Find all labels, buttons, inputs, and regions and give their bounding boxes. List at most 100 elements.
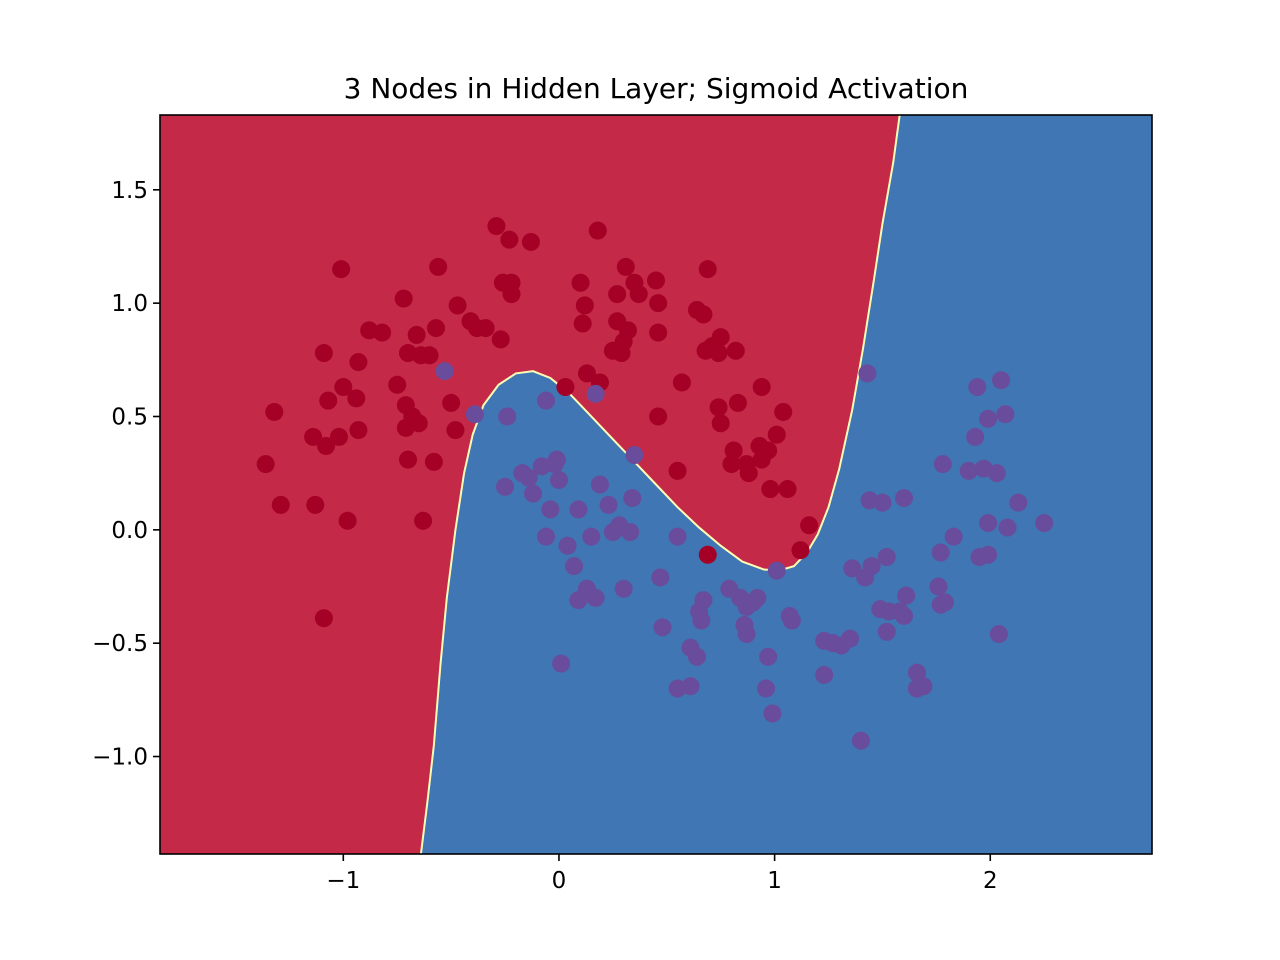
x-tick-label-1: 0	[552, 868, 567, 894]
data-point-class-1-2	[498, 407, 517, 426]
data-point-class-0-4	[306, 495, 325, 514]
data-point-class-0-7	[319, 391, 338, 410]
data-point-class-0-1	[265, 402, 284, 421]
data-point-class-1-13	[549, 470, 568, 489]
data-point-class-0-25	[407, 325, 426, 344]
data-point-class-1-58	[841, 629, 860, 648]
chart-title: 3 Nodes in Hidden Layer; Sigmoid Activat…	[344, 72, 969, 105]
data-point-class-1-85	[968, 378, 987, 397]
data-point-class-1-96	[1009, 493, 1028, 512]
data-point-class-1-6	[524, 484, 543, 503]
data-point-class-1-35	[681, 677, 700, 696]
data-point-class-1-23	[590, 475, 609, 494]
data-point-class-1-45	[737, 625, 756, 644]
data-point-class-0-46	[556, 378, 575, 397]
data-point-class-0-59	[618, 321, 637, 340]
x-axis: −1 0 1 2	[326, 854, 998, 894]
data-point-class-1-30	[625, 446, 644, 465]
data-point-class-1-16	[565, 557, 584, 576]
data-point-class-0-3	[304, 427, 323, 446]
data-point-class-0-87	[761, 480, 780, 499]
data-point-class-1-31	[651, 568, 670, 587]
data-point-class-0-48	[573, 314, 592, 333]
data-point-class-1-9	[537, 527, 556, 546]
data-point-class-0-82	[739, 464, 758, 483]
data-point-class-1-29	[623, 489, 642, 508]
data-point-class-0-50	[577, 364, 596, 383]
data-point-class-0-80	[728, 393, 747, 412]
data-point-class-1-72	[895, 606, 913, 625]
data-point-class-0-86	[759, 441, 778, 460]
data-point-class-0-38	[476, 319, 495, 338]
data-point-class-0-93	[698, 545, 717, 564]
data-point-class-1-64	[862, 557, 881, 576]
data-point-class-0-49	[575, 296, 594, 315]
data-point-class-1-17	[569, 500, 588, 519]
data-point-class-0-66	[668, 461, 687, 480]
data-point-class-1-66	[873, 493, 892, 512]
data-point-class-1-94	[996, 405, 1015, 424]
y-tick-label-1: −0.5	[92, 631, 148, 657]
data-point-class-0-31	[427, 319, 446, 338]
data-point-class-1-90	[979, 409, 998, 428]
data-point-class-1-81	[933, 455, 952, 474]
data-point-class-0-0	[256, 455, 275, 474]
data-point-class-0-15	[349, 353, 368, 372]
data-point-class-0-77	[722, 455, 741, 474]
y-tick-label-2: 0.0	[111, 518, 148, 544]
data-point-class-0-42	[500, 230, 519, 249]
data-point-class-1-20	[582, 527, 601, 546]
data-point-class-1-75	[907, 663, 926, 682]
data-point-class-1-15	[558, 536, 577, 555]
data-point-class-1-67	[877, 622, 896, 641]
y-tick-label-5: 1.5	[111, 178, 148, 204]
data-point-class-0-45	[521, 232, 540, 251]
data-point-class-0-78	[724, 441, 743, 460]
data-point-class-0-29	[420, 346, 439, 365]
data-point-class-0-65	[649, 407, 668, 426]
data-point-class-0-8	[314, 609, 333, 628]
data-point-class-0-19	[394, 289, 413, 308]
data-point-class-1-37	[687, 647, 706, 666]
data-point-class-0-35	[448, 296, 467, 315]
data-point-class-1-0	[435, 362, 454, 381]
x-tick-label-0: −1	[326, 868, 360, 894]
y-axis: −1.0 −0.5 0.0 0.5 1.0 1.5	[92, 178, 160, 771]
data-point-class-1-55	[815, 665, 834, 684]
data-point-class-1-48	[759, 647, 778, 666]
data-point-class-0-67	[672, 373, 691, 392]
data-point-class-1-79	[931, 543, 950, 562]
data-point-class-0-58	[616, 257, 635, 276]
data-point-class-1-91	[987, 464, 1006, 483]
data-point-class-0-14	[349, 421, 368, 440]
data-point-class-0-76	[711, 328, 730, 347]
data-point-class-0-61	[629, 285, 648, 304]
data-point-class-0-90	[778, 480, 797, 499]
data-point-class-1-97	[1035, 514, 1054, 533]
y-tick-label-0: −1.0	[92, 745, 148, 771]
data-point-class-0-33	[442, 393, 461, 412]
data-point-class-1-77	[929, 577, 948, 596]
data-point-class-0-9	[329, 427, 348, 446]
data-point-class-1-34	[668, 527, 687, 546]
data-point-class-1-28	[621, 523, 640, 542]
data-point-class-1-82	[944, 527, 963, 546]
data-point-class-1-88	[979, 514, 998, 533]
data-point-class-1-60	[851, 731, 870, 750]
data-point-class-0-88	[767, 425, 786, 444]
data-point-class-0-11	[334, 378, 353, 397]
data-point-class-0-2	[271, 495, 290, 514]
data-point-class-1-92	[989, 625, 1008, 644]
data-point-class-0-85	[752, 378, 771, 397]
data-point-class-1-5	[519, 468, 538, 487]
data-point-class-1-24	[599, 495, 618, 514]
data-point-class-0-89	[774, 402, 793, 421]
data-point-class-1-76	[914, 677, 933, 696]
data-point-class-1-1	[465, 405, 484, 424]
data-point-class-0-73	[709, 344, 728, 363]
data-point-class-1-89	[979, 545, 998, 564]
data-point-class-0-28	[414, 511, 433, 530]
data-point-class-1-53	[782, 611, 801, 630]
x-tick-label-3: 2	[983, 868, 998, 894]
data-point-class-1-27	[614, 579, 633, 598]
